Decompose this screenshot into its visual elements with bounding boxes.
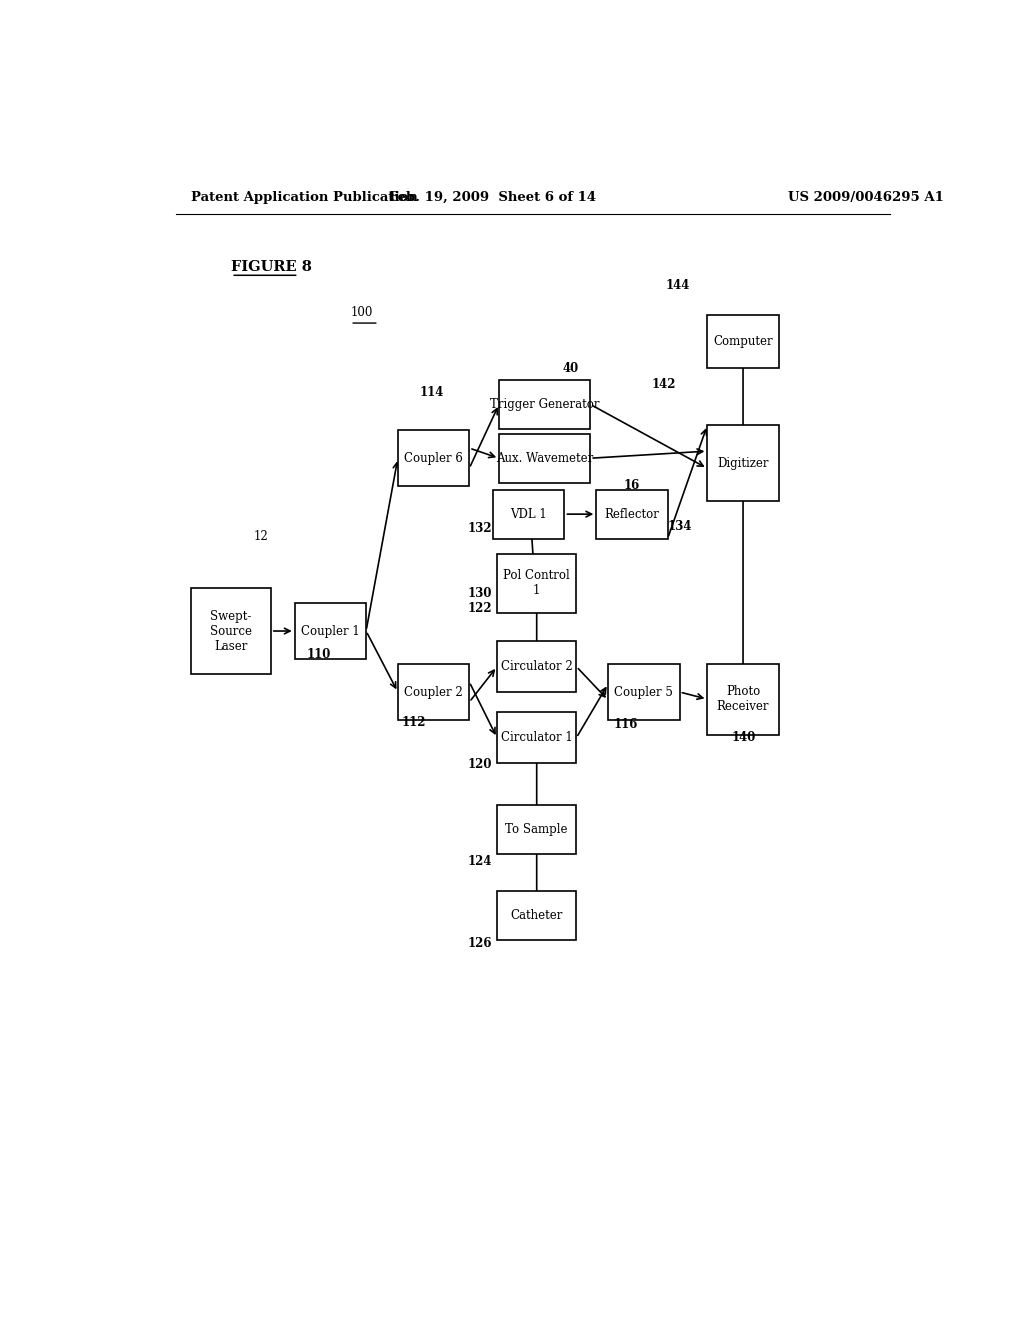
Text: Swept-
Source
Laser: Swept- Source Laser	[210, 610, 252, 652]
Text: FIGURE 8: FIGURE 8	[231, 260, 312, 275]
Text: 16: 16	[624, 479, 640, 492]
Text: Catheter: Catheter	[511, 909, 563, 923]
Text: Patent Application Publication: Patent Application Publication	[191, 190, 418, 203]
Bar	[497, 805, 577, 854]
Text: 142: 142	[652, 378, 676, 391]
Bar	[708, 315, 778, 368]
Text: US 2009/0046295 A1: US 2009/0046295 A1	[788, 190, 944, 203]
Bar	[497, 713, 577, 763]
Text: Coupler 6: Coupler 6	[404, 451, 463, 465]
Text: Circulator 2: Circulator 2	[501, 660, 572, 673]
Text: 122: 122	[468, 602, 493, 615]
Bar	[295, 603, 367, 659]
Bar	[397, 430, 469, 486]
Text: Coupler 5: Coupler 5	[614, 685, 673, 698]
Text: To Sample: To Sample	[506, 822, 568, 836]
Bar	[608, 664, 680, 719]
Text: Feb. 19, 2009  Sheet 6 of 14: Feb. 19, 2009 Sheet 6 of 14	[389, 190, 597, 203]
Bar	[191, 587, 270, 675]
Text: Circulator 1: Circulator 1	[501, 731, 572, 744]
Text: 114: 114	[420, 385, 444, 399]
Bar	[596, 490, 668, 539]
Text: Coupler 2: Coupler 2	[404, 685, 463, 698]
Text: Digitizer: Digitizer	[717, 457, 769, 470]
Text: 144: 144	[666, 279, 690, 292]
Text: 130: 130	[468, 587, 493, 599]
Bar	[497, 642, 577, 692]
Text: 140: 140	[731, 731, 756, 744]
Text: Aux. Wavemeter: Aux. Wavemeter	[496, 451, 593, 465]
Text: 40: 40	[563, 362, 580, 375]
Text: Photo
Receiver: Photo Receiver	[717, 685, 769, 713]
Text: VDL 1: VDL 1	[510, 508, 547, 520]
Text: 112: 112	[401, 715, 426, 729]
Text: Coupler 1: Coupler 1	[301, 624, 359, 638]
Bar	[397, 664, 469, 719]
Bar	[497, 554, 577, 612]
Bar	[497, 891, 577, 940]
Bar	[708, 425, 778, 502]
Text: Reflector: Reflector	[604, 508, 659, 520]
Text: 12: 12	[253, 531, 268, 543]
Text: Pol Control
1: Pol Control 1	[504, 569, 570, 597]
Text: 100: 100	[350, 306, 373, 319]
Text: 134: 134	[668, 520, 692, 533]
Text: 124: 124	[468, 855, 493, 869]
Text: 126: 126	[468, 937, 493, 949]
Text: Trigger Generator: Trigger Generator	[489, 397, 599, 411]
Text: 120: 120	[468, 758, 493, 771]
Bar	[494, 490, 564, 539]
Bar	[499, 380, 590, 429]
Text: 110: 110	[306, 648, 331, 661]
Bar	[499, 434, 590, 483]
Text: 116: 116	[613, 718, 638, 731]
Text: 132: 132	[468, 521, 493, 535]
Bar	[708, 664, 778, 735]
Text: Computer: Computer	[714, 335, 773, 348]
